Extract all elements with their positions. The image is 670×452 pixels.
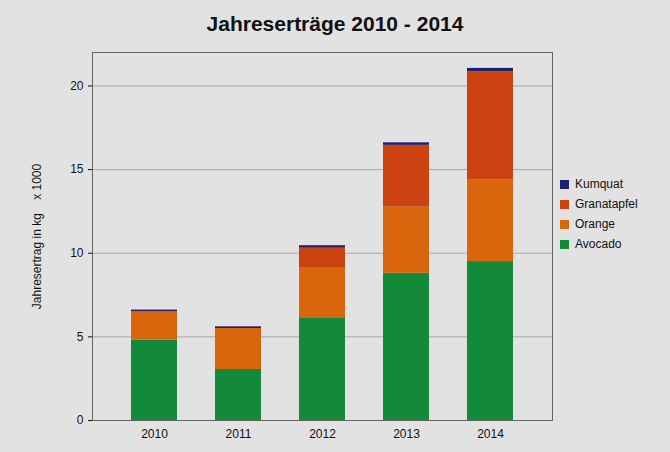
- svg-text:10: 10: [70, 246, 84, 260]
- svg-text:2012: 2012: [309, 427, 336, 441]
- svg-text:15: 15: [70, 162, 84, 176]
- svg-text:Jahresertrag in kg x 1000: Jahresertrag in kg x 1000: [30, 163, 44, 309]
- svg-text:5: 5: [77, 330, 84, 344]
- svg-text:20: 20: [70, 79, 84, 93]
- svg-text:2013: 2013: [393, 427, 420, 441]
- html-text:Orange: Orange: [575, 217, 615, 231]
- svg-text:2014: 2014: [477, 427, 504, 441]
- svg-text:2010: 2010: [141, 427, 168, 441]
- html-text:Avocado: Avocado: [575, 237, 622, 251]
- html-text:Granatapfel: Granatapfel: [575, 197, 638, 211]
- html-text:Jahreserträge 2010 - 2014: Jahreserträge 2010 - 2014: [206, 12, 464, 35]
- svg-text:0: 0: [77, 413, 84, 427]
- html-text:Kumquat: Kumquat: [575, 177, 623, 191]
- svg-text:2011: 2011: [226, 427, 252, 441]
